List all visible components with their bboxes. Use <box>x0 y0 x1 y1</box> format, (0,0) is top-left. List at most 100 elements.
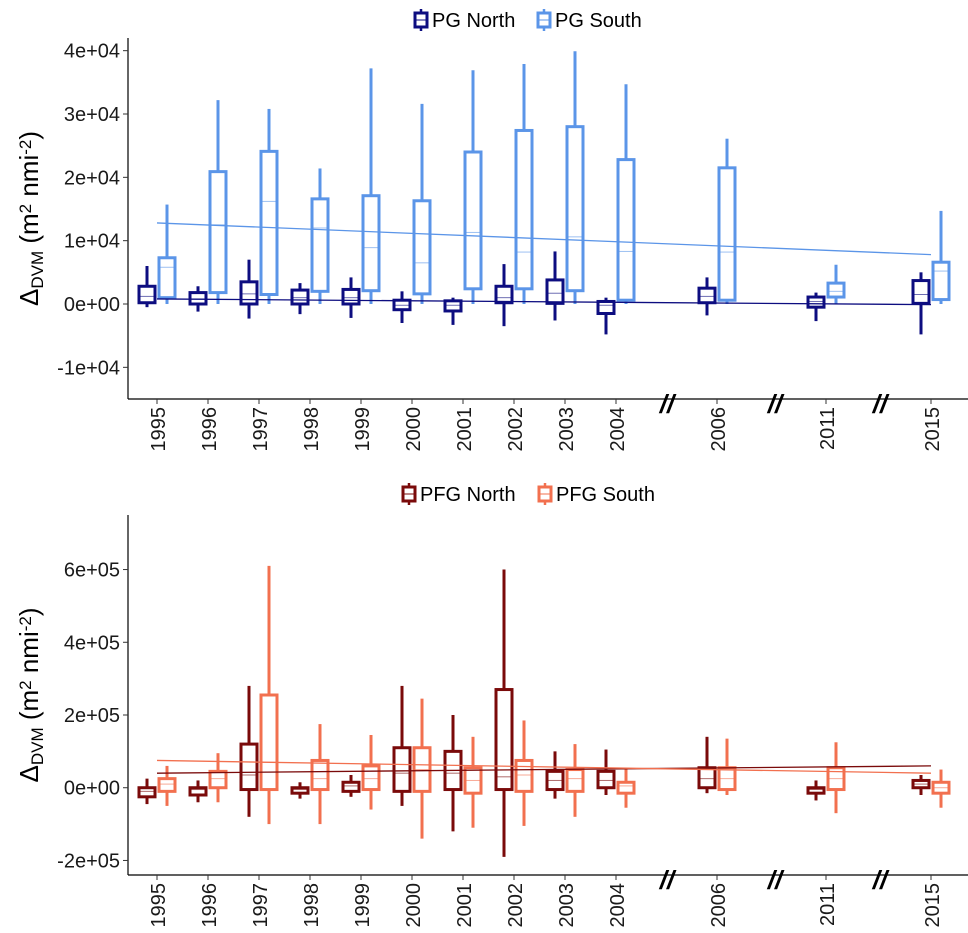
box-iqr <box>208 170 228 295</box>
box-iqr <box>545 278 565 305</box>
box-south <box>931 210 951 304</box>
box-north <box>545 751 565 799</box>
box-north <box>137 266 157 308</box>
box-iqr <box>392 746 412 793</box>
box-iqr <box>565 768 585 793</box>
box-south <box>463 70 483 304</box>
box-iqr <box>188 786 208 797</box>
box-north <box>697 277 717 316</box>
y-tick-label: 0e+00 <box>64 778 120 800</box>
x-tick-label: 2006 <box>708 407 730 452</box>
y-tick-label: 4e+05 <box>64 632 120 654</box>
box-south <box>565 51 585 304</box>
box-iqr <box>463 150 483 291</box>
box-south <box>157 204 177 304</box>
y-axis-label: ΔDVM (m2 nmi-2) <box>14 131 47 306</box>
box-iqr <box>826 281 846 299</box>
box-iqr <box>443 299 463 313</box>
trend-line-north <box>156 298 932 306</box>
legend-item: PFG North <box>401 483 516 506</box>
y-axis-label-part: (m <box>14 213 44 251</box>
box-south <box>361 735 381 810</box>
box-south <box>717 138 737 304</box>
x-tick-label: 1997 <box>250 883 272 928</box>
axis-break-mark: // <box>659 865 677 895</box>
y-tick-label: 0e+00 <box>64 294 120 316</box>
legend-label: PG North <box>432 10 515 32</box>
x-tick-label: 2002 <box>505 883 527 928</box>
box-iqr <box>412 199 432 296</box>
box-iqr <box>616 780 636 795</box>
box-iqr <box>310 197 330 293</box>
legend-label: PFG North <box>420 484 516 506</box>
y-tick-label: -2e+05 <box>57 850 120 872</box>
box-north <box>290 283 310 315</box>
box-iqr <box>717 166 737 302</box>
y-axis-label-part: Δ <box>14 289 44 306</box>
box-south <box>259 565 279 825</box>
x-tick-label: 2000 <box>403 883 425 928</box>
x-tick-label: 2001 <box>454 407 476 452</box>
x-tick-label: 1998 <box>301 883 323 928</box>
box-iqr <box>931 260 951 302</box>
axis-break-mark: // <box>659 389 677 419</box>
box-iqr <box>514 128 534 291</box>
axis-break-mark: // <box>872 389 890 419</box>
x-tick-label: 1998 <box>301 407 323 452</box>
y-tick-label: 2e+04 <box>64 167 120 189</box>
box-north <box>545 251 565 321</box>
x-tick-label: 1999 <box>352 883 374 928</box>
chart-panel-2: -2e+05 0e+00 2e+05 4e+05 6e+05 1995 1996 1997 19… <box>14 483 968 928</box>
box-iqr <box>157 777 177 793</box>
box-iqr <box>239 280 259 306</box>
box-south <box>616 767 636 808</box>
y-axis-label-part: Δ <box>14 765 44 782</box>
box-south <box>157 765 177 806</box>
box-iqr <box>259 149 279 296</box>
trend-line-north <box>156 765 932 774</box>
box-north <box>494 569 514 857</box>
axis-break-mark: // <box>767 865 785 895</box>
x-tick-label: 1996 <box>199 407 221 452</box>
legend-label: PFG South <box>556 484 655 506</box>
y-axis-label-part: DVM <box>28 251 47 289</box>
trend-line-south <box>156 222 932 256</box>
x-tick-label: 2015 <box>922 407 944 452</box>
y-tick-label: 6e+05 <box>64 560 120 582</box>
x-tick-label: 2003 <box>556 407 578 452</box>
box-north <box>341 775 361 797</box>
box-north <box>188 780 208 803</box>
box-north <box>392 685 412 806</box>
box-iqr <box>208 769 228 790</box>
x-tick-label: 2002 <box>505 407 527 452</box>
box-south <box>565 744 585 817</box>
box-south <box>310 724 330 825</box>
legend-item: PG South <box>536 9 642 32</box>
axis-break-mark: // <box>872 865 890 895</box>
box-south <box>931 769 951 808</box>
box-iqr <box>259 693 279 792</box>
box-north <box>697 736 717 794</box>
x-tick-label: 2011 <box>817 407 839 450</box>
y-axis-label-part: nmi <box>14 631 44 680</box>
legend-item: PFG South <box>537 483 655 506</box>
x-tick-label: 1995 <box>148 407 170 452</box>
x-tick-label: 2000 <box>403 407 425 452</box>
y-axis-label-part: -2 <box>16 140 35 155</box>
y-axis-label-part: -2 <box>16 616 35 631</box>
x-tick-label: 2011 <box>817 883 839 926</box>
box-iqr <box>806 786 826 795</box>
box-iqr <box>361 194 381 293</box>
box-north <box>443 715 463 832</box>
box-iqr <box>310 758 330 792</box>
box-iqr <box>137 786 157 799</box>
box-iqr <box>494 284 514 305</box>
x-tick-label: 2006 <box>708 883 730 928</box>
box-north <box>806 292 826 322</box>
box-iqr <box>494 688 514 792</box>
box-iqr <box>341 780 361 793</box>
x-tick-label: 2004 <box>607 883 629 928</box>
box-iqr <box>697 766 717 790</box>
box-south <box>361 68 381 304</box>
